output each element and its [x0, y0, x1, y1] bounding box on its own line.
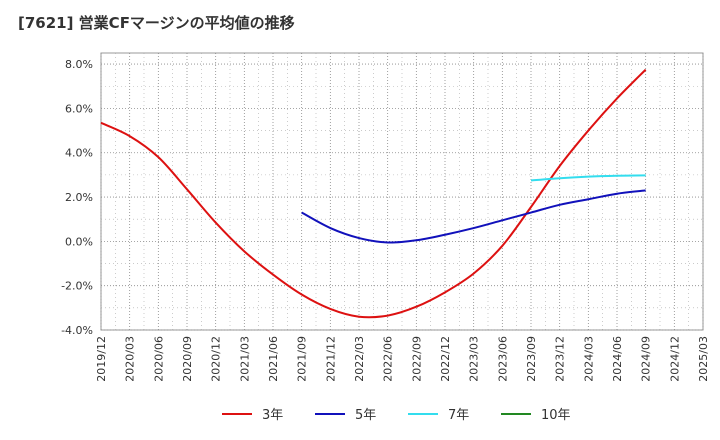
series-line-2: [530, 174, 646, 182]
series-line-0: [100, 68, 647, 319]
axes: -4.0% -2.0% 0.0% 2.0% 4.0% 6.0% 8.0% 2019/12 202…: [61, 58, 710, 382]
y-tick-label: -4.0%: [61, 324, 93, 337]
x-tick-label: 2020/09: [181, 336, 194, 382]
x-tick-label: 2023/06: [496, 336, 509, 382]
x-tick-label: 2022/03: [353, 336, 366, 382]
x-tick-label: 2024/09: [640, 336, 653, 382]
y-tick-label: -2.0%: [61, 280, 93, 293]
x-tick-label: 2025/03: [697, 336, 710, 382]
x-tick-label: 2019/12: [95, 336, 108, 382]
series-line-1: [301, 189, 646, 244]
x-tick-label: 2024/06: [611, 336, 624, 382]
x-tick-label: 2023/03: [468, 336, 481, 382]
x-tick-label: 2021/09: [296, 336, 309, 382]
grid: [100, 52, 704, 331]
y-tick-label: 2.0%: [65, 191, 93, 204]
y-tick-label: 6.0%: [65, 102, 93, 115]
series-lines: [100, 68, 647, 319]
x-tick-label: 2022/06: [382, 336, 395, 382]
x-tick-label: 2020/03: [124, 336, 137, 382]
legend: 3年 5年 7年 10年: [222, 408, 571, 423]
x-tick-label: 2024/03: [582, 336, 595, 382]
legend-label-3: 10年: [541, 408, 571, 423]
legend-label-1: 5年: [355, 408, 376, 423]
x-tick-label: 2022/09: [410, 336, 423, 382]
legend-label-2: 7年: [448, 408, 469, 423]
legend-label-0: 3年: [262, 408, 283, 423]
x-tick-label: 2024/12: [668, 336, 681, 382]
x-tick-label: 2020/12: [210, 336, 223, 382]
plot-area: [100, 52, 704, 331]
y-tick-label: 0.0%: [65, 235, 93, 248]
x-tick-label: 2023/09: [525, 336, 538, 382]
y-tick-label: 8.0%: [65, 58, 93, 71]
chart-title: [7621] 営業CFマージンの平均値の推移: [18, 14, 295, 32]
y-tick-label: 4.0%: [65, 147, 93, 160]
x-tick-label: 2021/06: [267, 336, 280, 382]
x-tick-label: 2021/03: [238, 336, 251, 382]
x-tick-label: 2021/12: [324, 336, 337, 382]
x-tick-label: 2022/12: [439, 336, 452, 382]
x-tick-label: 2020/06: [152, 336, 165, 382]
x-tick-label: 2023/12: [554, 336, 567, 382]
